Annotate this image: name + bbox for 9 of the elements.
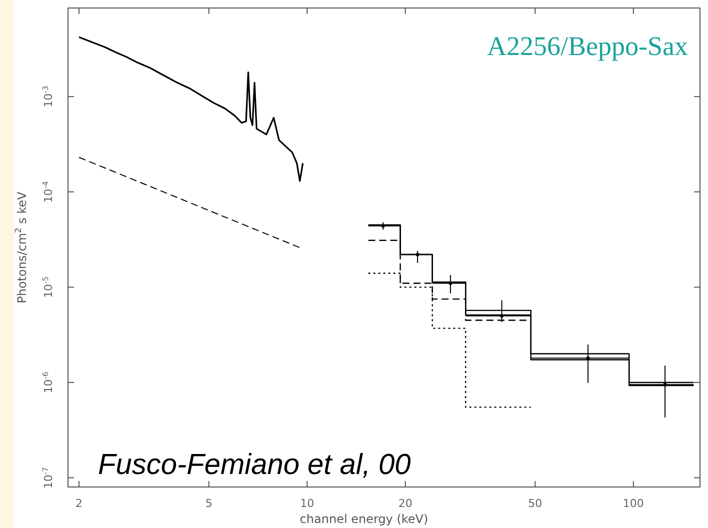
x-tick-label: 20 [398,496,412,510]
x-tick-label: 5 [205,496,212,510]
x-tick-label: 100 [622,496,644,510]
x-tick-label: 50 [528,496,542,510]
x-tick-label: 2 [76,496,83,510]
annotation: Fusco-Femiano et al, 00 [98,449,411,481]
x-axis-title: channel energy (keV) [300,512,428,526]
annotation: A2256/Beppo-Sax [487,31,688,61]
x-tick-label: 10 [300,496,314,510]
